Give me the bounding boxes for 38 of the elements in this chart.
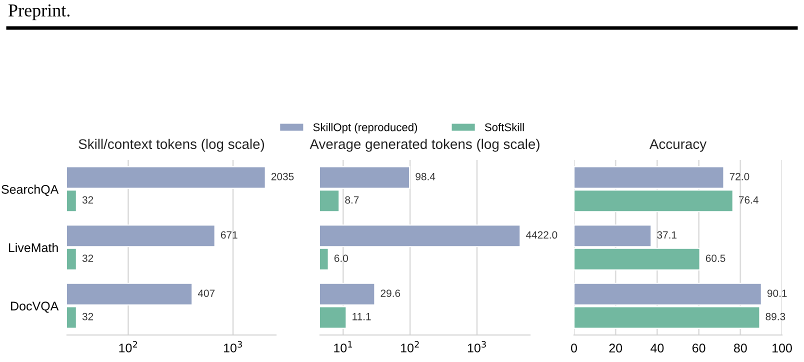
x-tick-label: 40 [650, 344, 664, 353]
legend-label: SkillOpt (reproduced) [313, 123, 418, 134]
x-tick-label: 10$^{1}$ [334, 341, 352, 352]
data-label: 29.6 [380, 290, 400, 297]
data-label: 32 [82, 196, 94, 204]
x-tick-label: 0 [571, 344, 577, 353]
x-tick-label: 80 [734, 344, 747, 353]
data-label: 60.5 [706, 254, 726, 262]
data-label: 90.1 [767, 290, 787, 297]
data-label: 671 [220, 231, 238, 239]
data-label: 8.7 [345, 196, 359, 204]
data-label: 32 [82, 312, 94, 320]
x-tick-label: 20 [609, 344, 622, 353]
data-label: 76.4 [739, 196, 758, 204]
x-tick-label: 10$^{2}$ [401, 341, 419, 352]
y-tick-label: SearchQA [2, 184, 59, 196]
y-tick-label: DocVQA [11, 302, 59, 313]
data-label: 32 [82, 254, 94, 262]
data-label: 98.4 [416, 172, 436, 180]
data-label: 2035 [271, 172, 294, 180]
x-tick-label: 10$^{2}$ [119, 341, 138, 352]
data-label: 72.0 [730, 172, 750, 180]
data-label: 37.1 [657, 231, 676, 239]
x-tick-label: 100 [772, 344, 792, 353]
y-tick-label: LiveMath [8, 242, 58, 252]
data-label: 11.1 [352, 313, 371, 320]
x-tick-label: 10$^{3}$ [468, 341, 486, 352]
data-label: 4422.0 [526, 231, 558, 239]
chart-title: Average generated tokens (log scale) [310, 138, 540, 152]
x-tick-label: 10$^{3}$ [224, 341, 242, 352]
data-label: 6.0 [334, 254, 348, 262]
x-tick-label: 60 [692, 344, 706, 353]
data-label: 89.3 [766, 312, 786, 320]
chart-title: Skill/context tokens (log scale) [78, 138, 264, 152]
data-label: 407 [198, 290, 215, 297]
text: Preprint. [8, 4, 70, 20]
legend-label: SoftSkill [484, 123, 524, 132]
chart-title: Accuracy [649, 139, 707, 152]
